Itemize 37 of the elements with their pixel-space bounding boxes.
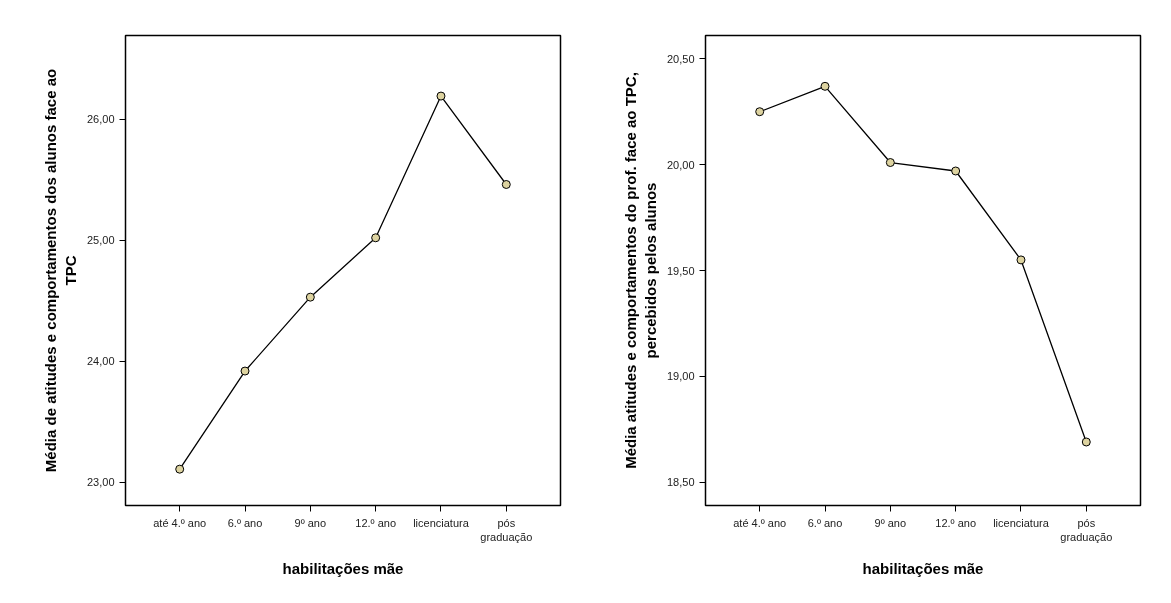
x-tick-label: 12.º ano bbox=[355, 516, 397, 529]
x-tick-label: 9º ano bbox=[294, 516, 327, 529]
y-tick-label: 20,00 bbox=[666, 158, 695, 171]
point bbox=[755, 107, 765, 117]
point bbox=[175, 464, 185, 474]
point bbox=[820, 81, 830, 91]
x-tick-label: 12.º ano bbox=[935, 516, 977, 529]
x-tick-label: 9º ano bbox=[874, 516, 907, 529]
point bbox=[1016, 255, 1026, 265]
point bbox=[885, 158, 895, 168]
x-tick-label: licenciatura bbox=[993, 516, 1050, 529]
x-tick-label: 6.º ano bbox=[807, 516, 843, 529]
point bbox=[240, 366, 250, 376]
y-tick-label: 20,50 bbox=[666, 52, 695, 65]
x-tick-label: licenciatura bbox=[413, 516, 470, 529]
y-axis-title: Média atitudes e comportamentos do prof. face ao TPC, percebidos pelos alunos bbox=[621, 72, 659, 469]
point bbox=[501, 180, 511, 189]
point bbox=[305, 292, 315, 302]
y-tick-label: 26,00 bbox=[86, 113, 115, 126]
point bbox=[371, 233, 381, 243]
y-tick-label: 25,00 bbox=[86, 234, 115, 247]
x-tick-label: até 4.º ano bbox=[733, 516, 787, 529]
y-tick-label: 19,00 bbox=[666, 370, 695, 383]
point bbox=[1081, 437, 1091, 447]
x-tick-label: até 4.º ano bbox=[153, 516, 207, 529]
x-tick-label: pós graduação bbox=[480, 516, 533, 543]
x-axis-title: habilitações mãe bbox=[862, 559, 984, 577]
y-tick-label: 18,50 bbox=[666, 476, 695, 489]
x-axis-title: habilitações mãe bbox=[282, 559, 404, 577]
x-tick-label: pós graduação bbox=[1060, 516, 1113, 543]
y-tick-label: 24,00 bbox=[86, 355, 115, 368]
y-tick-label: 23,00 bbox=[86, 476, 115, 489]
point bbox=[436, 91, 446, 101]
point bbox=[951, 166, 961, 176]
x-tick-label: 6.º ano bbox=[227, 516, 263, 529]
y-axis-title: Média de atitudes e comportamentos dos alunos face ao TPC bbox=[41, 68, 79, 473]
y-tick-label: 19,50 bbox=[666, 264, 695, 277]
